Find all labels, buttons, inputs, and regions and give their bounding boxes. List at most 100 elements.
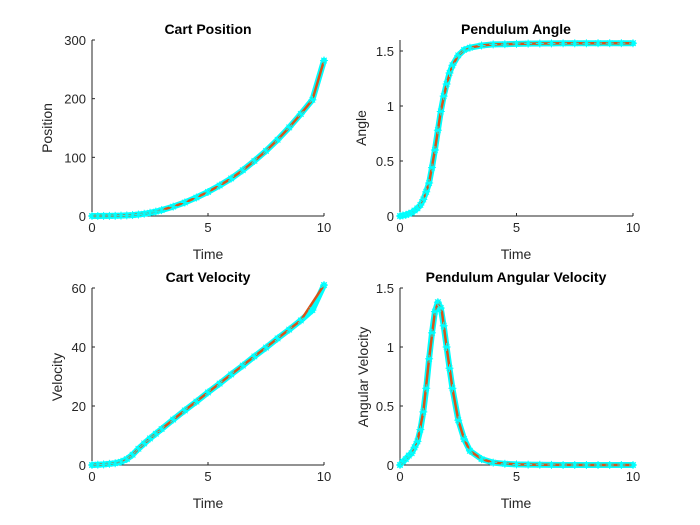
data-point-marker	[407, 449, 416, 458]
data-point-marker	[489, 40, 498, 49]
data-point-marker	[524, 460, 533, 469]
y-axis-label: Position	[39, 103, 55, 153]
data-point-marker	[308, 95, 317, 104]
data-point-marker	[180, 406, 189, 415]
data-point-marker	[439, 92, 448, 101]
data-point-marker	[454, 416, 463, 425]
data-point-marker	[547, 39, 556, 48]
x-tick-label: 0	[88, 469, 95, 484]
data-point-marker	[262, 146, 270, 155]
data-point-marker	[433, 126, 442, 135]
data-point-marker	[445, 364, 454, 373]
data-point-marker	[308, 306, 317, 315]
x-tick-label: 0	[396, 469, 403, 484]
data-point-marker	[460, 435, 469, 444]
data-point-marker	[436, 304, 445, 313]
data-point-marker	[477, 41, 486, 50]
x-tick-label: 10	[317, 220, 331, 235]
data-point-marker	[111, 211, 120, 220]
data-point-marker	[582, 39, 591, 48]
data-point-marker	[122, 455, 131, 464]
chart-title: Pendulum Angle	[461, 21, 571, 37]
data-point-marker	[422, 384, 431, 393]
data-point-marker	[227, 174, 236, 183]
data-point-marker	[477, 455, 486, 464]
y-tick-label: 200	[64, 92, 86, 107]
x-axis-label: Time	[193, 495, 224, 511]
data-point-marker	[296, 316, 305, 325]
data-point-marker	[454, 51, 463, 60]
data-point-marker	[204, 187, 212, 196]
data-point-marker	[465, 446, 474, 455]
chart-title: Cart Position	[164, 21, 251, 37]
data-point-marker	[238, 166, 247, 175]
data-point-marker	[617, 461, 626, 469]
data-point-marker	[436, 107, 445, 116]
data-point-marker	[524, 39, 533, 48]
x-axis-label: Time	[193, 246, 224, 262]
data-point-marker	[157, 206, 166, 215]
data-point-marker	[500, 459, 509, 468]
data-point-marker	[227, 370, 236, 379]
data-point-marker	[250, 156, 259, 165]
y-tick-label: 1	[387, 340, 394, 355]
data-point-marker	[442, 80, 451, 88]
data-point-marker	[535, 460, 544, 469]
data-point-marker	[605, 39, 614, 48]
x-tick-label: 5	[513, 469, 520, 484]
data-point-marker	[428, 328, 437, 337]
data-point-marker	[285, 123, 294, 132]
chart-title: Cart Velocity	[166, 269, 251, 285]
subplot-cart-velocity: Cart Velocity 0 5 10 0 20 40 60 Time Velocity	[49, 269, 331, 511]
x-tick-label: 5	[204, 220, 211, 235]
data-point-marker	[416, 425, 425, 434]
x-tick-label: 0	[396, 220, 403, 235]
x-tick-label: 5	[513, 220, 520, 235]
data-point-marker	[128, 211, 137, 220]
data-point-marker	[559, 39, 568, 48]
data-point-marker	[169, 415, 178, 424]
subplot-pendulum-angular-velocity: Pendulum Angular Velocity 0 5 10 0 0.5 1 1.5 T…	[355, 269, 640, 511]
data-point-marker	[410, 443, 419, 452]
data-point-marker	[151, 207, 160, 216]
subplot-pendulum-angle: Pendulum Angle 0 5 10 0 0.5 1 1.5 Time Angle	[353, 21, 640, 262]
x-axis-label: Time	[501, 246, 532, 262]
data-point-marker	[140, 209, 149, 218]
data-point-marker	[180, 198, 189, 207]
data-point-marker	[442, 343, 451, 351]
data-point-marker	[500, 40, 509, 49]
data-point-marker	[122, 211, 131, 220]
data-point-marker	[215, 379, 224, 388]
y-tick-label: 40	[72, 340, 86, 355]
x-tick-label: 5	[204, 469, 211, 484]
y-axis-label: Angle	[353, 110, 369, 146]
data-point-marker	[512, 460, 521, 469]
data-point-marker	[448, 61, 457, 70]
y-axis-label: Velocity	[49, 353, 65, 401]
data-point-marker	[416, 201, 425, 209]
data-point-marker	[617, 39, 626, 48]
data-point-marker	[320, 56, 328, 65]
data-point-marker	[151, 429, 160, 438]
data-point-marker	[430, 146, 439, 154]
data-point-marker	[460, 45, 469, 54]
data-point-marker	[117, 457, 125, 466]
data-point-marker	[146, 208, 154, 217]
data-point-marker	[512, 39, 521, 48]
y-tick-label: 0	[79, 458, 86, 473]
data-point-marker	[169, 202, 178, 211]
data-point-marker	[273, 135, 282, 144]
data-point-marker	[320, 281, 328, 290]
data-point-marker	[428, 163, 437, 172]
data-point-marker	[134, 210, 143, 219]
data-point-marker	[594, 39, 603, 48]
data-point-marker	[419, 195, 428, 204]
y-tick-label: 20	[72, 399, 86, 414]
data-point-marker	[425, 354, 434, 363]
data-point-marker	[439, 321, 448, 330]
data-point-marker	[413, 437, 422, 446]
y-tick-label: 0	[79, 209, 86, 224]
data-point-marker	[157, 425, 166, 434]
